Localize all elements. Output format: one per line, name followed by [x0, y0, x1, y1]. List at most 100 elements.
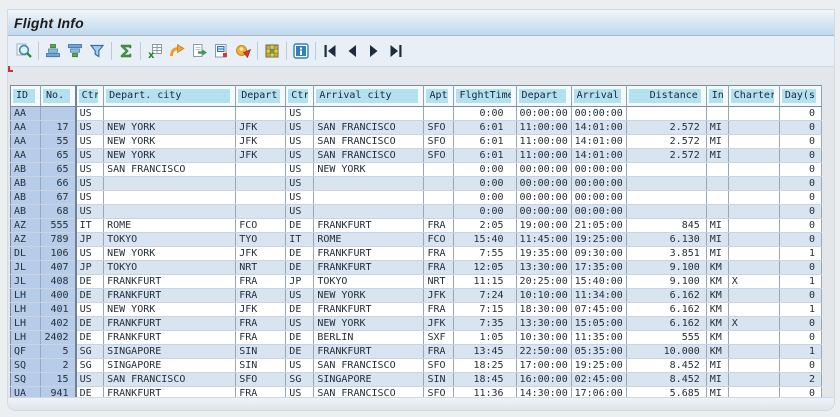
cell-flghttime[interactable]: 6:01 [453, 148, 517, 163]
column-header-arrival-city[interactable]: Arrival city [313, 85, 425, 107]
cell-depart-city[interactable]: ROME [103, 218, 237, 233]
cell-no[interactable]: 2 [40, 358, 77, 373]
cell-id[interactable]: SQ [10, 358, 42, 373]
cell-depart-city[interactable]: NEW YORK [103, 120, 237, 135]
mail-recipient-icon[interactable] [232, 40, 254, 62]
cell-depart-apt[interactable]: NRT [235, 260, 287, 275]
cell-in[interactable]: MI [706, 134, 729, 149]
last-page-icon[interactable] [385, 40, 407, 62]
cell-charter[interactable] [728, 246, 780, 261]
cell-arrival-time[interactable]: 07:45:00 [571, 302, 627, 317]
cell-arrival-time[interactable]: 00:00:00 [571, 162, 627, 177]
cell-in[interactable] [706, 204, 729, 219]
cell-flghttime[interactable]: 0:00 [453, 176, 517, 191]
cell-days[interactable]: 0 [779, 176, 823, 191]
cell-days[interactable]: 1 [779, 344, 823, 359]
cell-depart-apt[interactable]: JFK [235, 120, 287, 135]
cell-ctr-dep[interactable]: US [75, 134, 105, 149]
cell-in[interactable]: KM [706, 260, 729, 275]
cell-arrival-city[interactable]: FRANKFURT [313, 260, 425, 275]
cell-depart-time[interactable]: 00:00:00 [516, 106, 572, 121]
cell-depart-city[interactable]: NEW YORK [103, 302, 237, 317]
cell-arrival-time[interactable]: 00:00:00 [571, 190, 627, 205]
cell-apt[interactable]: FRA [423, 302, 455, 317]
cell-depart-time[interactable]: 00:00:00 [516, 204, 572, 219]
cell-in[interactable]: MI [706, 358, 729, 373]
cell-flghttime[interactable]: 18:45 [453, 372, 517, 387]
cell-ctr-dep[interactable]: US [75, 190, 105, 205]
cell-in[interactable] [706, 162, 729, 177]
cell-id[interactable]: JL [10, 274, 42, 289]
cell-distance[interactable]: 2.572 [626, 148, 707, 163]
cell-apt[interactable] [423, 106, 455, 121]
cell-id[interactable]: AA [10, 148, 42, 163]
cell-arrival-time[interactable]: 21:05:00 [571, 218, 627, 233]
cell-id[interactable]: JL [10, 260, 42, 275]
cell-in[interactable] [706, 190, 729, 205]
cell-id[interactable]: QF [10, 344, 42, 359]
cell-depart-apt[interactable]: JFK [235, 148, 287, 163]
cell-charter[interactable]: X [728, 316, 780, 331]
cell-no[interactable]: 789 [40, 232, 77, 247]
cell-depart-apt[interactable]: JFK [235, 302, 287, 317]
cell-arrival-city[interactable]: SAN FRANCISCO [313, 134, 425, 149]
cell-depart-city[interactable]: FRANKFURT [103, 330, 237, 345]
cell-charter[interactable] [728, 344, 780, 359]
cell-arrival-time[interactable]: 05:35:00 [571, 344, 627, 359]
cell-arrival-time[interactable]: 15:05:00 [571, 316, 627, 331]
cell-depart-apt[interactable] [235, 190, 287, 205]
cell-depart-apt[interactable]: FRA [235, 330, 287, 345]
cell-id[interactable]: LH [10, 330, 42, 345]
cell-depart-time[interactable]: 11:45:00 [516, 232, 572, 247]
cell-flghttime[interactable]: 11:15 [453, 274, 517, 289]
cell-charter[interactable] [728, 218, 780, 233]
cell-depart-city[interactable]: FRANKFURT [103, 274, 237, 289]
cell-ctr-dep[interactable]: US [75, 162, 105, 177]
column-header-in[interactable]: In [706, 85, 729, 107]
cell-charter[interactable] [728, 358, 780, 373]
cell-arrival-city[interactable] [313, 190, 425, 205]
cell-depart-apt[interactable]: FRA [235, 288, 287, 303]
column-header-apt[interactable]: Apt [423, 85, 455, 107]
column-header-flghttime[interactable]: FlghtTime [453, 85, 517, 107]
cell-depart-time[interactable]: 13:30:00 [516, 316, 572, 331]
cell-depart-time[interactable]: 00:00:00 [516, 162, 572, 177]
cell-days[interactable]: 0 [779, 106, 823, 121]
cell-arrival-city[interactable]: SAN FRANCISCO [313, 358, 425, 373]
cell-in[interactable]: MI [706, 246, 729, 261]
cell-depart-apt[interactable]: FCO [235, 218, 287, 233]
cell-no[interactable]: 67 [40, 190, 77, 205]
cell-days[interactable]: 1 [779, 302, 823, 317]
cell-in[interactable]: KM [706, 344, 729, 359]
cell-arrival-time[interactable]: 14:01:00 [571, 134, 627, 149]
next-page-icon[interactable] [363, 40, 385, 62]
cell-no[interactable]: 66 [40, 176, 77, 191]
cell-depart-time[interactable]: 00:00:00 [516, 176, 572, 191]
cell-ctr-arr[interactable]: US [285, 106, 315, 121]
cell-ctr-dep[interactable]: DE [75, 288, 105, 303]
cell-distance[interactable]: 9.100 [626, 274, 707, 289]
cell-distance[interactable]: 2.572 [626, 120, 707, 135]
cell-depart-time[interactable]: 10:30:00 [516, 330, 572, 345]
export-excel-icon[interactable]: x [144, 40, 166, 62]
cell-apt[interactable]: SFO [423, 358, 455, 373]
cell-flghttime[interactable]: 7:35 [453, 316, 517, 331]
cell-ctr-dep[interactable]: IT [75, 218, 105, 233]
cell-arrival-time[interactable]: 14:01:00 [571, 120, 627, 135]
cell-depart-city[interactable]: NEW YORK [103, 148, 237, 163]
column-header-depart-apt[interactable]: Depart [235, 85, 287, 107]
cell-arrival-time[interactable]: 14:01:00 [571, 148, 627, 163]
cell-depart-time[interactable]: 17:00:00 [516, 358, 572, 373]
cell-in[interactable]: MI [706, 218, 729, 233]
cell-flghttime[interactable]: 6:01 [453, 134, 517, 149]
column-header-id[interactable]: ID [10, 85, 42, 107]
cell-depart-apt[interactable]: JFK [235, 134, 287, 149]
cell-flghttime[interactable]: 7:24 [453, 288, 517, 303]
cell-flghttime[interactable]: 18:25 [453, 358, 517, 373]
cell-apt[interactable] [423, 204, 455, 219]
cell-no[interactable]: 555 [40, 218, 77, 233]
previous-page-icon[interactable] [341, 40, 363, 62]
cell-arrival-city[interactable]: NEW YORK [313, 162, 425, 177]
cell-ctr-dep[interactable]: US [75, 148, 105, 163]
cell-distance[interactable]: 555 [626, 330, 707, 345]
